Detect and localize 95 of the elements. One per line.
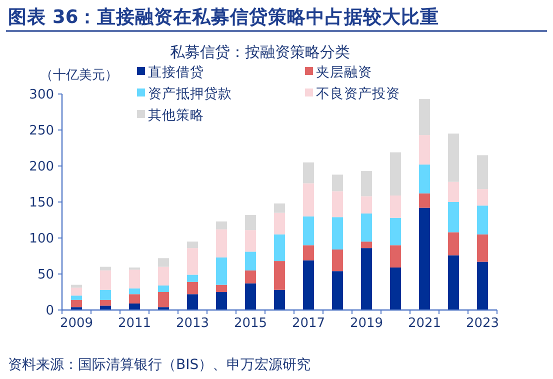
bar [186, 242, 198, 248]
x-tick-label: 2013 [176, 316, 210, 331]
bar [302, 245, 314, 260]
bar [100, 270, 112, 290]
chart-subtitle: 私募信贷：按融资策略分类 [170, 43, 350, 61]
bar [186, 248, 198, 275]
bar [100, 300, 112, 306]
bar [476, 189, 488, 206]
bar [158, 292, 170, 308]
bar [216, 257, 228, 285]
bar [158, 258, 170, 267]
bar [360, 248, 372, 310]
bar [128, 294, 140, 304]
bar [274, 203, 286, 213]
bar [418, 193, 430, 208]
bar [476, 155, 488, 190]
bar [418, 99, 430, 136]
x-tick-label: 2009 [60, 316, 94, 331]
chart-title: 图表 36：直接融资在私募信贷策略中占据较大比重 [8, 6, 440, 28]
bar [186, 274, 198, 282]
bar [360, 196, 372, 214]
y-axis-title: （十亿美元） [40, 67, 118, 83]
bar [244, 283, 256, 310]
bar [128, 270, 140, 288]
bar [448, 202, 460, 232]
bar [332, 217, 344, 250]
legend-label: 夹层融资 [316, 64, 372, 81]
bar [70, 300, 82, 308]
x-tick-label: 2023 [466, 316, 500, 331]
bar [70, 296, 82, 300]
bar [128, 288, 140, 294]
bar [100, 266, 112, 270]
bar [448, 255, 460, 310]
bar [244, 214, 256, 230]
bar [448, 134, 460, 182]
bar [476, 262, 488, 310]
bar [186, 282, 198, 294]
bar [390, 152, 402, 196]
y-tick-label: 150 [29, 196, 54, 211]
bar [360, 242, 372, 248]
bar [302, 260, 314, 310]
bar [158, 266, 170, 286]
bar [360, 214, 372, 242]
bar [216, 292, 228, 310]
bar [274, 261, 286, 290]
bar [302, 216, 314, 246]
bar [274, 212, 286, 234]
bar [390, 245, 402, 268]
bar [390, 218, 402, 246]
bar [100, 306, 112, 310]
bar [390, 196, 402, 218]
legend-label: 不良资产投资 [316, 86, 400, 102]
legend-label: 直接借贷 [148, 64, 204, 81]
bar [390, 268, 402, 310]
bar [476, 234, 488, 262]
bar [418, 135, 430, 165]
bar [418, 208, 430, 310]
y-tick-label: 100 [29, 232, 54, 247]
bar [216, 229, 228, 258]
bar [70, 288, 82, 296]
bar [476, 206, 488, 234]
x-tick-label: 2021 [408, 316, 442, 331]
bar [418, 164, 430, 194]
bar [244, 230, 256, 252]
x-tick-label: 2017 [292, 316, 326, 331]
y-tick-label: 250 [29, 124, 54, 139]
y-tick-label: 300 [29, 88, 54, 103]
x-tick-label: 2015 [234, 316, 268, 331]
bar [332, 174, 344, 192]
bar [128, 304, 140, 310]
y-tick-label: 0 [46, 304, 54, 319]
bar [158, 286, 170, 292]
bar [274, 234, 286, 262]
bar [448, 232, 460, 256]
legend-label: 资产抵押贷款 [148, 86, 232, 102]
bar [332, 191, 344, 218]
bar [332, 250, 344, 272]
bar [216, 284, 228, 292]
x-tick-label: 2011 [118, 316, 152, 331]
x-tick-label: 2019 [350, 316, 384, 331]
bar [244, 252, 256, 270]
bar [332, 271, 344, 310]
bar [186, 294, 198, 310]
legend-label: 其他策略 [148, 108, 204, 124]
y-tick-label: 200 [29, 160, 54, 175]
bar [244, 270, 256, 284]
bar [100, 290, 112, 300]
bar [360, 171, 372, 196]
bar [302, 183, 314, 216]
bar [448, 182, 460, 202]
y-tick-label: 50 [37, 268, 54, 283]
bar [302, 162, 314, 184]
bar [274, 290, 286, 310]
text: 资料来源：国际清算银行（BIS）、申万宏源研究 [8, 357, 311, 373]
bar [216, 221, 228, 230]
